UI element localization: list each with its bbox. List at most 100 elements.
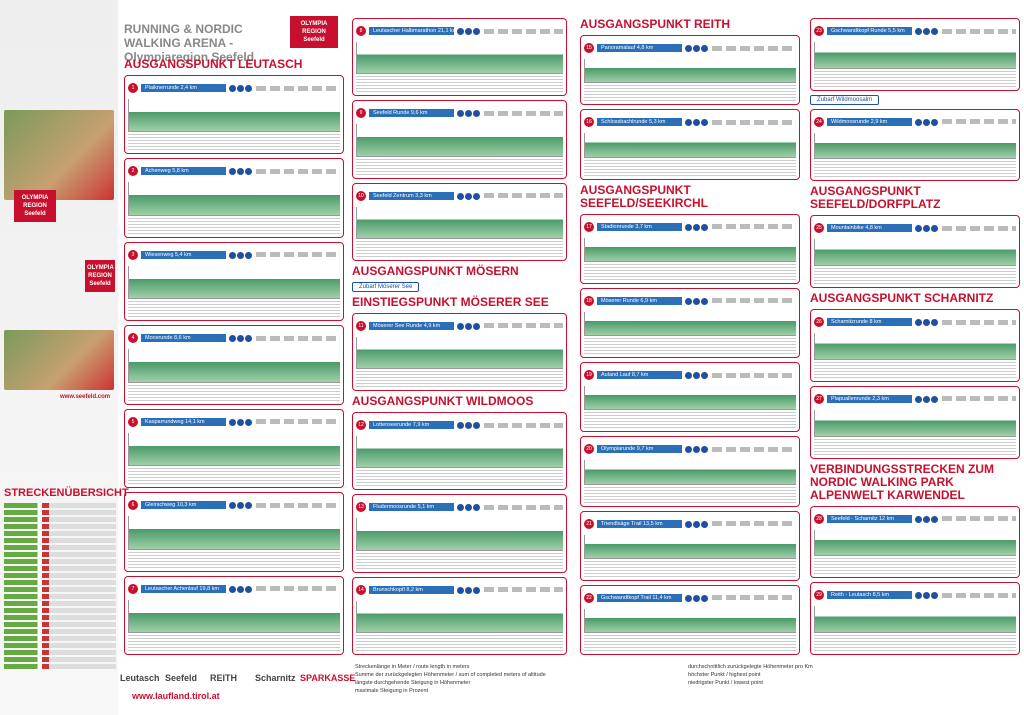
route-header: 24 Wildmoosrunde 2,9 km bbox=[814, 113, 1016, 131]
route-card: 21 Triendlsäge Trail 13,5 km bbox=[580, 510, 800, 581]
route-header: 5 Kasparrundweg 14,1 km bbox=[128, 413, 340, 431]
route-header: 4 Moosrunde 8,6 km bbox=[128, 329, 340, 347]
route-number: 16 bbox=[584, 117, 594, 128]
icons bbox=[457, 22, 481, 40]
icon bbox=[245, 251, 252, 259]
icons bbox=[457, 498, 481, 516]
route-name: Scharnitzrunde 8 km bbox=[827, 318, 912, 327]
icons bbox=[457, 104, 481, 122]
description bbox=[584, 635, 796, 651]
stats bbox=[942, 516, 1016, 522]
route-card: 25 Mountainbike 4,8 km bbox=[810, 215, 1020, 289]
icon bbox=[465, 28, 472, 35]
route-header: 23 Gschwandtkopf Runde 5,5 km bbox=[814, 22, 1016, 40]
stats bbox=[484, 587, 563, 593]
icon bbox=[693, 119, 700, 127]
icon bbox=[457, 192, 464, 200]
elevation-profile bbox=[814, 529, 1016, 557]
website: www.seefeld.com bbox=[60, 394, 111, 400]
route-name: Wiesenweg 5,4 km bbox=[141, 250, 226, 259]
route-name: Panoramalauf 4,8 km bbox=[597, 44, 682, 52]
section-heading: AUSGANGSPUNKT LEUTASCH bbox=[124, 57, 303, 71]
route-card: 18 Möserer Runde 6,9 km bbox=[580, 287, 800, 358]
legend-item: maximale Steigung in Prozent bbox=[355, 688, 429, 694]
icon bbox=[915, 592, 922, 600]
stats bbox=[256, 502, 340, 508]
stats bbox=[256, 252, 340, 258]
stats bbox=[484, 110, 563, 116]
legend-item: durchschnittlich zurückgelegte Höhenmete… bbox=[688, 664, 813, 670]
legend-item: längste durchgehende Steigung in Höhenme… bbox=[355, 680, 471, 686]
route-number: 14 bbox=[356, 584, 366, 595]
section-heading: AUSGANGSPUNKT SEEFELD/SEEKIRCHL bbox=[580, 182, 709, 210]
route-number: 27 bbox=[814, 393, 824, 404]
legend: Streckenlänge in Meter / route length in… bbox=[355, 663, 1015, 695]
route-number: 20 bbox=[584, 444, 594, 455]
route-card: 3 Wiesenweg 5,4 km bbox=[124, 241, 344, 322]
route-card: 10 Seefeld Zentrum 3,3 km bbox=[352, 182, 567, 261]
route-header: 16 Schlossbachlrunde 5,3 km bbox=[584, 113, 796, 131]
route-name: Leutascher Halbmarathon 21,1 km bbox=[369, 27, 454, 35]
icon bbox=[685, 119, 692, 127]
route-name: Auland Lauf 8,7 km bbox=[597, 371, 682, 379]
stats bbox=[484, 193, 563, 199]
stats bbox=[256, 335, 340, 341]
icon bbox=[693, 520, 700, 528]
icon bbox=[473, 422, 480, 430]
icons bbox=[915, 313, 939, 331]
icon bbox=[923, 395, 930, 403]
stats bbox=[712, 595, 796, 601]
route-card: 16 Schlossbachlrunde 5,3 km bbox=[580, 109, 800, 180]
description bbox=[356, 76, 563, 93]
icon bbox=[701, 594, 708, 602]
route-number: 3 bbox=[128, 249, 138, 260]
stats bbox=[484, 422, 563, 428]
route-header: 26 Scharnitzrunde 8 km bbox=[814, 313, 1016, 331]
stats bbox=[942, 119, 1016, 125]
icon bbox=[473, 586, 480, 594]
icon bbox=[457, 110, 464, 118]
elevation-profile bbox=[128, 516, 340, 550]
footer-logo: Leutasch bbox=[120, 673, 160, 683]
description bbox=[128, 634, 340, 651]
route-name: Reith - Leutasch 8,5 km bbox=[827, 591, 912, 600]
stats bbox=[256, 586, 340, 592]
description bbox=[584, 560, 796, 577]
stats bbox=[942, 319, 1016, 325]
overview-row bbox=[4, 664, 116, 669]
description bbox=[584, 412, 796, 429]
elevation-profile bbox=[356, 518, 563, 551]
overview-row bbox=[4, 510, 116, 515]
stats bbox=[712, 446, 796, 452]
description bbox=[814, 361, 1016, 378]
route-number: 5 bbox=[128, 416, 138, 427]
icon bbox=[229, 168, 236, 176]
description bbox=[128, 301, 340, 318]
route-header: 29 Reith - Leutasch 8,5 km bbox=[814, 586, 1016, 604]
icon bbox=[229, 85, 236, 92]
route-card: 8 Leutascher Halbmarathon 21,1 km bbox=[352, 18, 567, 97]
icon bbox=[701, 119, 708, 127]
route-number: 1 bbox=[128, 83, 138, 93]
overview-row bbox=[4, 559, 116, 564]
route-header: 13 Fludermoosrunde 5,1 km bbox=[356, 498, 563, 516]
overview-row bbox=[4, 608, 116, 613]
overview-title: STRECKENÜBERSICHT bbox=[4, 487, 129, 499]
route-name: Moosrunde 8,6 km bbox=[141, 334, 226, 343]
icon bbox=[685, 594, 692, 602]
route-name: Gleirschweg 10,3 km bbox=[141, 501, 226, 510]
logo: OLYMPIA REGION Seefeld bbox=[14, 190, 56, 222]
overview-row bbox=[4, 629, 116, 634]
icon bbox=[931, 395, 938, 403]
overview-row bbox=[4, 594, 116, 599]
icons bbox=[915, 113, 939, 131]
elevation-profile bbox=[584, 237, 796, 262]
icon bbox=[931, 28, 938, 35]
overview-row bbox=[4, 622, 116, 627]
route-name: Seefeld - Scharnitz 12 km bbox=[827, 514, 912, 523]
route-header: 10 Seefeld Zentrum 3,3 km bbox=[356, 187, 563, 205]
icon bbox=[245, 502, 252, 510]
elevation-profile bbox=[814, 409, 1016, 437]
description bbox=[814, 161, 1016, 178]
description bbox=[584, 85, 796, 102]
